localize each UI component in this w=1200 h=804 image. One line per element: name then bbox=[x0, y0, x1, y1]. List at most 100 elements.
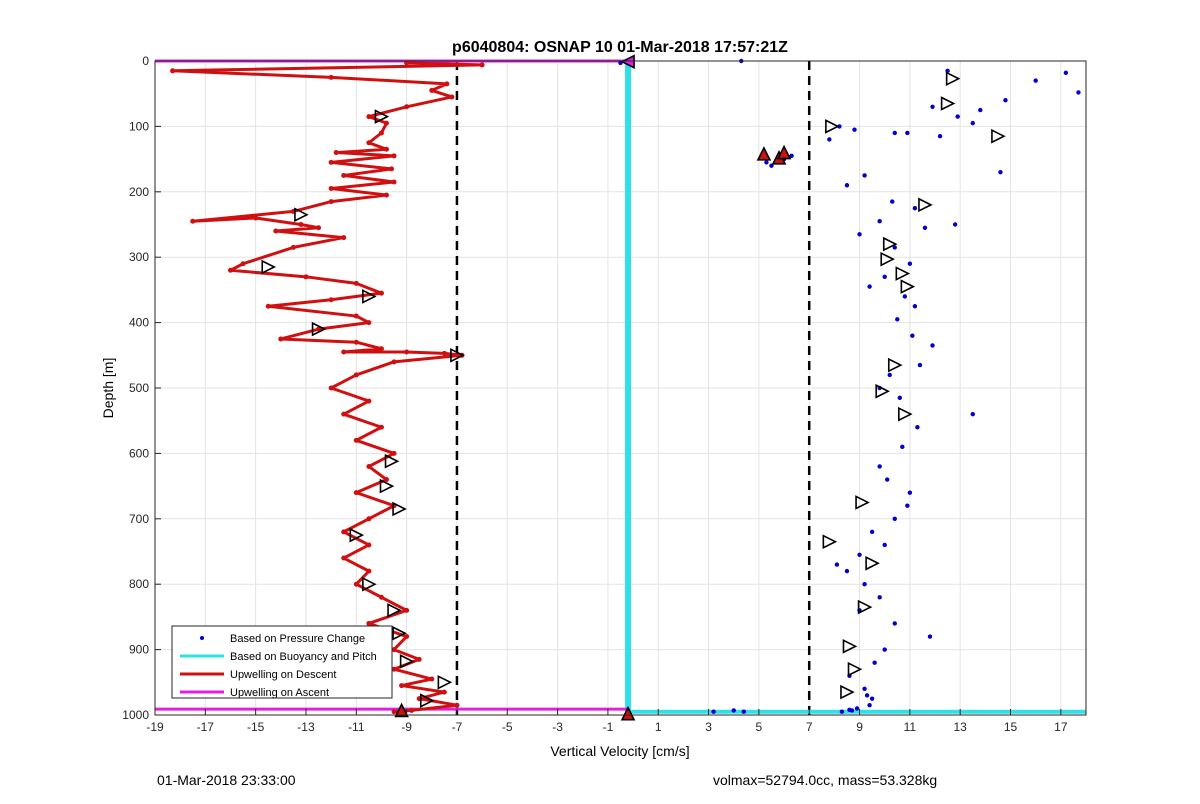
right-triangle-marker bbox=[450, 348, 465, 363]
descent-point bbox=[441, 350, 447, 356]
pressure-point bbox=[952, 222, 958, 227]
descent-point bbox=[353, 313, 359, 319]
grid bbox=[154, 60, 1086, 716]
x-tick-label: -13 bbox=[297, 720, 315, 734]
legend-label: Based on Buoyancy and Pitch bbox=[230, 651, 377, 663]
y-tick-label: 1000 bbox=[122, 708, 149, 722]
y-tick-label: 400 bbox=[129, 316, 149, 330]
right-triangle-marker bbox=[875, 383, 890, 399]
pressure-point bbox=[892, 621, 897, 626]
pressure-point bbox=[844, 183, 850, 188]
right-triangle-marker bbox=[419, 693, 435, 708]
pressure-point bbox=[927, 634, 933, 639]
right-triangle-marker bbox=[940, 96, 956, 111]
up-triangle-marker bbox=[776, 144, 792, 160]
descent-point bbox=[366, 320, 372, 326]
x-tick-label: -17 bbox=[197, 720, 215, 734]
descent-point bbox=[404, 104, 410, 110]
descent-point bbox=[391, 153, 397, 159]
y-tick-label: 900 bbox=[129, 643, 149, 657]
pressure-point bbox=[892, 130, 897, 136]
y-tick-label: 300 bbox=[129, 250, 149, 264]
descent-point bbox=[404, 634, 410, 640]
pressure-point bbox=[711, 709, 716, 714]
pressure-point bbox=[885, 477, 890, 482]
series-layer bbox=[155, 58, 1086, 715]
descent-point bbox=[341, 172, 347, 178]
pressure-point bbox=[877, 219, 882, 224]
pressure-point bbox=[867, 284, 872, 289]
pressure-point bbox=[862, 582, 867, 587]
descent-point bbox=[391, 709, 397, 715]
descent-point bbox=[290, 244, 296, 250]
x-tick-label: 9 bbox=[856, 720, 863, 734]
pressure-point bbox=[887, 372, 892, 378]
left-triangle-marker bbox=[620, 54, 635, 69]
descent-point bbox=[190, 218, 196, 224]
pressure-point bbox=[937, 134, 943, 139]
pressure-point bbox=[869, 529, 875, 535]
pressure-point bbox=[970, 411, 975, 417]
right-triangle-marker bbox=[362, 289, 377, 304]
pressure-point bbox=[839, 709, 845, 714]
pressure-point bbox=[882, 647, 887, 652]
descent-point bbox=[399, 683, 405, 689]
right-triangle-marker bbox=[392, 501, 407, 517]
marker-layer bbox=[261, 54, 1006, 721]
y-tick-label: 0 bbox=[142, 54, 149, 68]
pressure-point bbox=[847, 707, 852, 712]
descent-point bbox=[366, 516, 372, 522]
descent-point bbox=[341, 349, 347, 355]
pressure-point bbox=[872, 660, 877, 665]
y-tick-label: 100 bbox=[129, 119, 149, 133]
descent-point bbox=[366, 463, 372, 469]
descent-point bbox=[341, 529, 347, 535]
right-triangle-marker bbox=[261, 259, 277, 275]
descent-point bbox=[298, 222, 304, 227]
descent-point bbox=[316, 225, 322, 231]
right-triangle-marker bbox=[825, 119, 840, 134]
right-triangle-marker bbox=[311, 321, 327, 337]
descent-point bbox=[366, 542, 372, 548]
x-tick-label: -11 bbox=[348, 720, 365, 734]
descent-point bbox=[353, 437, 359, 443]
descent-point bbox=[328, 159, 334, 165]
descent-point bbox=[341, 411, 347, 417]
pressure-point bbox=[1076, 90, 1081, 95]
descent-point bbox=[391, 450, 397, 456]
descent-point bbox=[328, 297, 334, 303]
pressure-point bbox=[912, 304, 918, 309]
y-axis-label: Depth [m] bbox=[100, 358, 116, 419]
right-triangle-marker bbox=[855, 495, 870, 510]
descent-point bbox=[391, 179, 397, 185]
descent-point bbox=[383, 120, 389, 126]
descent-point bbox=[328, 385, 334, 391]
descent-point bbox=[441, 689, 447, 695]
pressure-point bbox=[907, 261, 913, 266]
descent-point bbox=[416, 656, 422, 662]
y-tick-label: 800 bbox=[129, 577, 149, 591]
descent-point bbox=[429, 87, 435, 93]
pressure-point bbox=[897, 395, 902, 401]
descent-line bbox=[171, 61, 484, 714]
descent-point bbox=[316, 326, 322, 332]
descent-point bbox=[429, 676, 435, 682]
pressure-point bbox=[869, 696, 875, 701]
x-tick-label: -9 bbox=[401, 720, 412, 734]
right-triangle-marker bbox=[900, 279, 916, 294]
pressure-point bbox=[1063, 70, 1069, 75]
descent-point bbox=[328, 74, 334, 80]
pressure-point bbox=[978, 107, 983, 113]
right-triangle-marker bbox=[399, 654, 415, 669]
descent-point bbox=[366, 114, 372, 120]
descent-point bbox=[353, 280, 359, 286]
descent-point bbox=[391, 359, 397, 365]
descent-point bbox=[383, 146, 389, 152]
x-tick-label: -15 bbox=[247, 720, 265, 734]
x-tick-label: 17 bbox=[1054, 720, 1068, 734]
pressure-point bbox=[731, 708, 736, 713]
up-triangle-marker bbox=[756, 146, 772, 161]
pressure-point bbox=[827, 137, 832, 142]
pressure-point bbox=[1003, 98, 1008, 103]
pressure-point bbox=[917, 362, 923, 368]
